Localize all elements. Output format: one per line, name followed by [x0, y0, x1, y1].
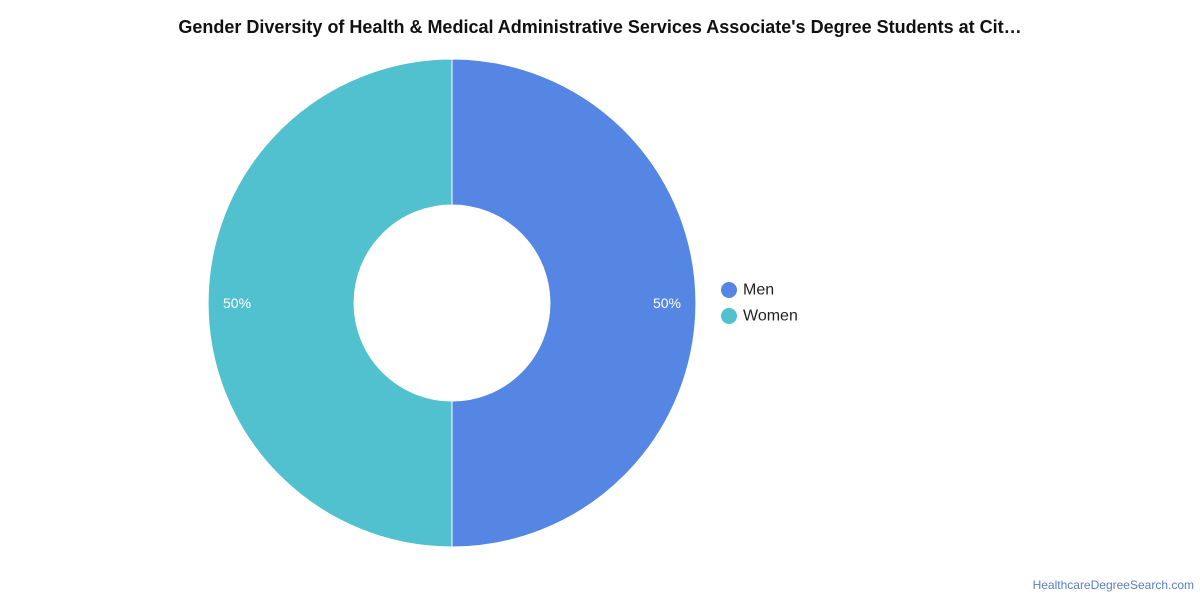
slice-labels-group: 50% 50%	[223, 295, 681, 311]
slices-group	[207, 58, 697, 548]
legend: Men Women	[721, 282, 798, 325]
slice-women[interactable]	[207, 58, 453, 548]
legend-item-women[interactable]: Women	[721, 308, 798, 325]
legend-label-women: Women	[743, 308, 798, 325]
legend-item-men[interactable]: Men	[721, 282, 774, 299]
slice-value-label-men: 50%	[653, 295, 681, 311]
legend-swatch-men	[721, 282, 737, 298]
slice-men[interactable]	[451, 58, 697, 548]
legend-label-men: Men	[743, 282, 774, 299]
source-link[interactable]: HealthcareDegreeSearch.com	[1032, 578, 1194, 592]
legend-swatch-women	[721, 308, 737, 324]
chart-title: Gender Diversity of Health & Medical Adm…	[178, 17, 1022, 37]
slice-value-label-women: 50%	[223, 295, 251, 311]
